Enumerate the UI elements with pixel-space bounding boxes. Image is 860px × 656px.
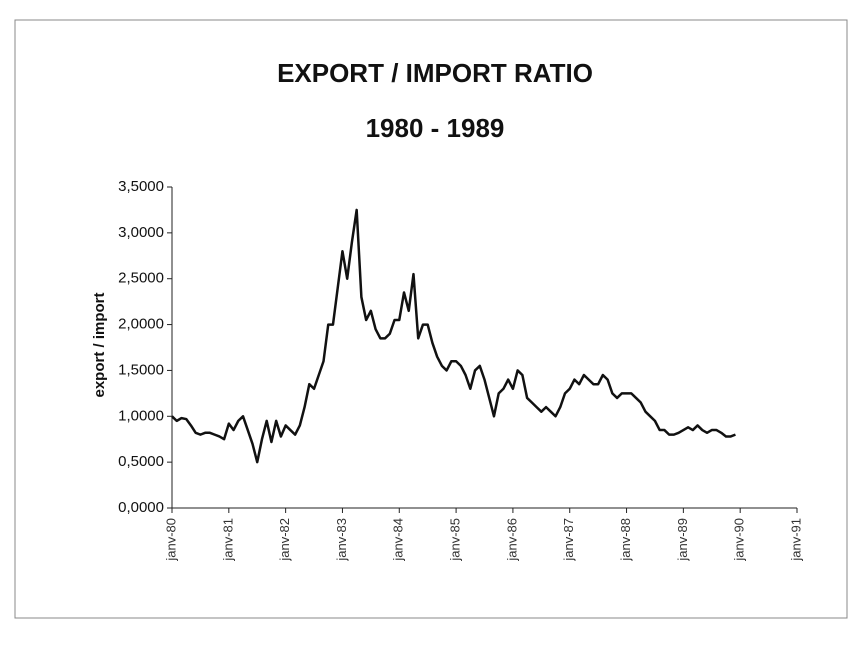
data-line [171, 208, 736, 464]
x-tick-label: janv-85 [448, 518, 463, 562]
x-tick-label: janv-91 [788, 518, 803, 562]
x-tick-label: janv-90 [732, 518, 747, 562]
y-tick-label: 3,0000 [118, 224, 164, 241]
x-tick-label: janv-83 [334, 518, 349, 562]
y-tick-label: 1,5000 [118, 361, 164, 378]
y-axis-label: export / import [91, 292, 108, 397]
x-tick-label: janv-80 [163, 518, 178, 562]
y-tick-label: 1,0000 [118, 407, 164, 424]
chart-subtitle: 1980 - 1989 [366, 113, 505, 143]
chart-frame [14, 19, 848, 619]
y-tick-label: 0,0000 [118, 499, 164, 516]
x-tick-label: janv-82 [277, 518, 292, 562]
x-tick-label: janv-87 [561, 518, 576, 562]
chart-title: EXPORT / IMPORT RATIO [277, 58, 593, 88]
y-tick-label: 2,5000 [118, 270, 164, 287]
x-tick-label: janv-81 [220, 518, 235, 562]
y-tick-label: 0,5000 [118, 453, 164, 470]
x-tick-label: janv-84 [391, 518, 406, 562]
y-tick-label: 2,0000 [118, 316, 164, 333]
x-tick-label: janv-86 [504, 518, 519, 562]
y-tick-label: 3,5000 [118, 178, 164, 195]
x-tick-label: janv-89 [675, 518, 690, 562]
x-tick-label: janv-88 [618, 518, 633, 562]
